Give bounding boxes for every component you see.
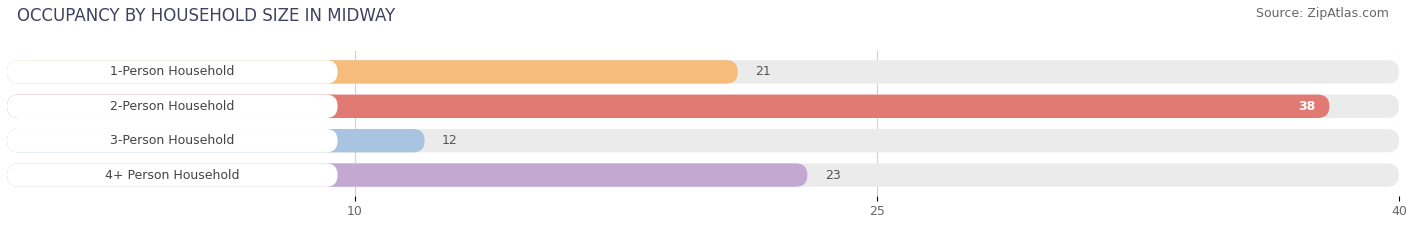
FancyBboxPatch shape <box>7 60 337 84</box>
FancyBboxPatch shape <box>7 95 1399 118</box>
Text: 1-Person Household: 1-Person Household <box>110 65 235 78</box>
Text: 38: 38 <box>1298 100 1316 113</box>
Text: 23: 23 <box>825 169 841 182</box>
Text: OCCUPANCY BY HOUSEHOLD SIZE IN MIDWAY: OCCUPANCY BY HOUSEHOLD SIZE IN MIDWAY <box>17 7 395 25</box>
FancyBboxPatch shape <box>7 129 337 152</box>
FancyBboxPatch shape <box>7 60 1399 84</box>
Text: 21: 21 <box>755 65 770 78</box>
FancyBboxPatch shape <box>7 95 337 118</box>
FancyBboxPatch shape <box>7 163 337 187</box>
FancyBboxPatch shape <box>7 163 1399 187</box>
FancyBboxPatch shape <box>7 163 807 187</box>
FancyBboxPatch shape <box>7 95 1330 118</box>
Text: 12: 12 <box>441 134 458 147</box>
FancyBboxPatch shape <box>7 60 738 84</box>
Text: 3-Person Household: 3-Person Household <box>110 134 235 147</box>
FancyBboxPatch shape <box>7 129 425 152</box>
Text: 4+ Person Household: 4+ Person Household <box>105 169 239 182</box>
FancyBboxPatch shape <box>7 129 1399 152</box>
Text: 2-Person Household: 2-Person Household <box>110 100 235 113</box>
Text: Source: ZipAtlas.com: Source: ZipAtlas.com <box>1256 7 1389 20</box>
